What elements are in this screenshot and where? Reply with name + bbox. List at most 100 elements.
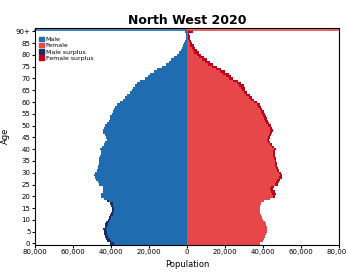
Bar	[187, 240, 263, 242]
Bar	[94, 174, 187, 176]
Bar	[185, 37, 187, 39]
Bar	[154, 70, 187, 73]
Bar	[97, 179, 187, 181]
Bar	[187, 205, 260, 207]
Bar	[187, 70, 220, 73]
Bar	[109, 120, 187, 122]
Bar	[187, 242, 260, 245]
Bar	[114, 207, 187, 209]
Bar	[127, 94, 187, 96]
Bar	[110, 242, 113, 245]
Bar	[188, 30, 192, 33]
Bar	[187, 179, 277, 181]
Bar	[108, 219, 110, 221]
Bar	[187, 150, 273, 153]
Bar	[184, 42, 187, 44]
Bar	[270, 127, 272, 129]
Bar	[274, 148, 276, 150]
Bar	[187, 96, 249, 98]
Bar	[157, 68, 187, 70]
Bar	[187, 103, 257, 106]
Bar	[183, 44, 187, 47]
Bar	[107, 138, 187, 141]
Bar	[216, 68, 221, 70]
Title: North West 2020: North West 2020	[128, 14, 246, 27]
Bar	[110, 214, 113, 216]
Bar	[187, 190, 271, 193]
Bar	[272, 193, 276, 195]
Bar	[187, 87, 241, 89]
Bar	[269, 134, 271, 136]
Bar	[187, 186, 271, 188]
Bar	[105, 235, 108, 238]
Bar	[104, 226, 107, 228]
Bar	[266, 122, 269, 125]
Bar	[165, 63, 187, 66]
Bar	[187, 134, 269, 136]
Bar	[187, 80, 234, 82]
Bar	[104, 134, 187, 136]
Bar	[254, 101, 257, 103]
Bar	[192, 47, 195, 49]
Bar	[100, 148, 187, 150]
Bar	[187, 56, 199, 58]
Bar	[187, 89, 242, 91]
Bar	[106, 141, 187, 143]
Bar	[186, 33, 187, 35]
Bar	[187, 193, 272, 195]
Bar	[205, 61, 210, 63]
X-axis label: Population: Population	[165, 260, 209, 269]
Bar	[109, 200, 187, 202]
Bar	[98, 165, 187, 167]
Bar	[104, 230, 107, 233]
Legend: Male, Female, Male surplus, Female surplus: Male, Female, Male surplus, Female surpl…	[38, 35, 95, 62]
Bar	[270, 129, 273, 131]
Bar	[279, 172, 281, 174]
Bar	[187, 120, 265, 122]
Bar	[133, 87, 187, 89]
Bar	[187, 115, 263, 117]
Bar	[271, 186, 274, 188]
Bar	[187, 172, 279, 174]
Bar	[112, 209, 114, 212]
Bar	[187, 195, 273, 197]
Bar	[113, 212, 187, 214]
Bar	[229, 77, 234, 80]
Bar	[187, 136, 268, 138]
Bar	[239, 84, 244, 87]
Bar	[275, 162, 277, 165]
Bar	[268, 136, 270, 138]
Bar	[187, 91, 244, 94]
Bar	[101, 195, 187, 197]
Bar	[251, 98, 254, 101]
Bar	[242, 89, 245, 91]
Bar	[187, 165, 275, 167]
Bar	[270, 143, 272, 146]
Bar	[270, 188, 273, 190]
Bar	[111, 240, 187, 242]
Bar	[108, 235, 187, 238]
Bar	[112, 113, 187, 115]
Bar	[103, 131, 187, 134]
Y-axis label: Age: Age	[1, 128, 10, 144]
Bar	[270, 131, 272, 134]
Bar	[187, 33, 188, 35]
Bar	[187, 181, 276, 183]
Bar	[187, 73, 224, 75]
Bar	[132, 89, 187, 91]
Bar	[187, 157, 274, 160]
Bar	[104, 127, 187, 129]
Bar	[107, 230, 187, 233]
Bar	[107, 233, 187, 235]
Bar	[125, 96, 187, 98]
Bar	[187, 143, 270, 146]
Bar	[187, 228, 267, 230]
Bar	[187, 42, 190, 44]
Bar	[187, 110, 261, 113]
Bar	[179, 51, 187, 54]
Bar	[220, 70, 225, 73]
Bar	[197, 54, 201, 56]
Bar	[194, 51, 199, 54]
Bar	[187, 202, 261, 205]
Bar	[280, 174, 282, 176]
